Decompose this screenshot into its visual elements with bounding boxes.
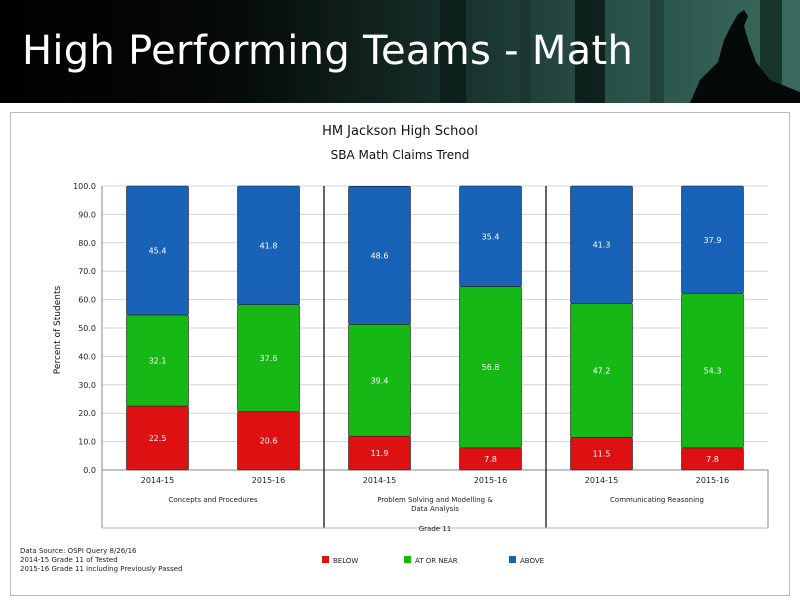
- y-tick-label: 0.0: [83, 466, 96, 475]
- footnote-line: Data Source: OSPI Query 8/26/16: [20, 547, 137, 555]
- data-label: 20.6: [260, 437, 278, 446]
- footnotes: Data Source: OSPI Query 8/26/16 2014-15 …: [20, 547, 182, 574]
- x-tick-label: 2014-15: [141, 476, 174, 485]
- bar-segment-above: [126, 185, 189, 316]
- bar-segment-above: [459, 185, 522, 287]
- y-tick-label: 70.0: [78, 267, 96, 276]
- footnote-line: 2014-15 Grade 11 of Tested: [20, 556, 118, 564]
- y-tick-label: 40.0: [78, 352, 96, 361]
- data-label: 35.4: [482, 232, 500, 241]
- group-label: Communicating Reasoning: [610, 496, 704, 504]
- x-tick-label: 2015-16: [252, 476, 285, 485]
- legend-label: BELOW: [333, 557, 358, 565]
- data-label: 54.3: [704, 367, 722, 376]
- title-banner: High Performing Teams - Math: [0, 0, 800, 103]
- y-tick-label: 100.0: [73, 182, 96, 191]
- chart-title: HM Jackson High School: [322, 124, 478, 139]
- y-tick-label: 20.0: [78, 409, 96, 418]
- data-label: 37.9: [704, 236, 722, 245]
- data-label: 56.8: [482, 363, 500, 372]
- data-label: 41.8: [260, 241, 278, 250]
- group-label: Problem Solving and Modelling &: [377, 496, 493, 504]
- group-label: Concepts and Procedures: [168, 496, 257, 504]
- legend-label: ABOVE: [520, 557, 544, 565]
- x-tick-label: 2015-16: [474, 476, 507, 485]
- data-label: 11.9: [371, 449, 389, 458]
- data-label: 37.6: [260, 354, 278, 363]
- slide-title: High Performing Teams - Math: [22, 28, 634, 74]
- forest-background-image: [0, 0, 800, 103]
- footnote-line: 2015-16 Grade 11 including Previously Pa…: [20, 565, 183, 573]
- x-tick-label: 2014-15: [585, 476, 618, 485]
- bar-segment-above: [237, 185, 300, 306]
- data-label: 39.4: [371, 376, 389, 385]
- y-axis-label: Percent of Students: [53, 286, 63, 375]
- bar-segment-above: [570, 185, 633, 304]
- y-tick-label: 30.0: [78, 381, 96, 390]
- data-label: 32.1: [149, 357, 167, 366]
- group-label: Data Analysis: [411, 505, 459, 513]
- legend-swatch: [509, 556, 516, 563]
- y-tick-label: 10.0: [78, 438, 96, 447]
- data-label: 7.8: [706, 455, 719, 464]
- data-label: 41.3: [593, 241, 611, 250]
- bar-segment-above: [348, 185, 411, 325]
- wolf-image: [690, 10, 800, 103]
- data-label: 11.5: [593, 450, 611, 459]
- data-label: 22.5: [149, 434, 167, 443]
- bar-segment-above: [681, 185, 744, 294]
- y-tick-label: 60.0: [78, 296, 96, 305]
- x-tick-label: 2014-15: [363, 476, 396, 485]
- data-label: 47.2: [593, 366, 611, 375]
- legend-swatch: [404, 556, 411, 563]
- y-tick-label: 50.0: [78, 324, 96, 333]
- x-tick-label: 2015-16: [696, 476, 729, 485]
- chart-subtitle: SBA Math Claims Trend: [331, 148, 470, 162]
- y-tick-label: 90.0: [78, 210, 96, 219]
- data-label: 48.6: [371, 251, 389, 260]
- data-label: 7.8: [484, 455, 497, 464]
- x-axis-label: Grade 11: [419, 525, 451, 533]
- y-tick-label: 80.0: [78, 239, 96, 248]
- legend-swatch: [322, 556, 329, 563]
- legend-label: AT OR NEAR: [415, 557, 458, 565]
- data-label: 45.4: [149, 246, 167, 255]
